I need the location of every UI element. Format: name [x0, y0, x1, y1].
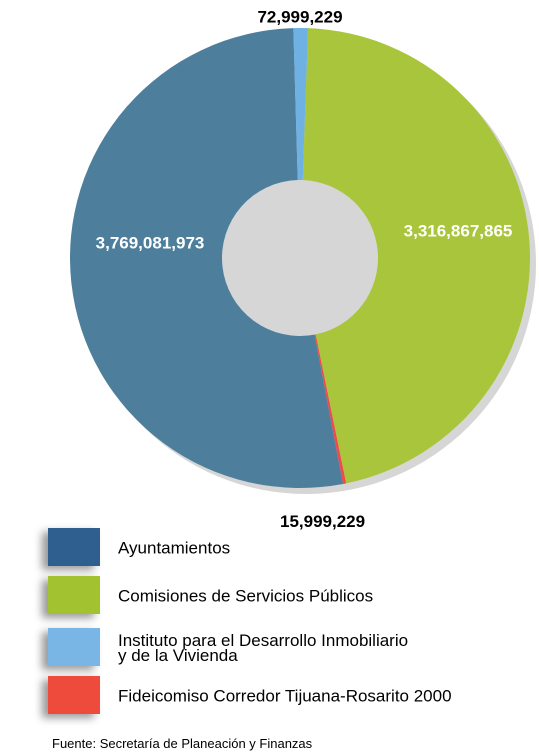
donut-slice [293, 27, 309, 181]
legend-item: Comisiones de Servicios Públicos [48, 576, 538, 616]
legend-label: Ayuntamientos [118, 538, 231, 558]
source-note: Fuente: Secretaría de Planeación y Finan… [52, 736, 313, 751]
legend-item: Instituto para el Desarrollo Inmobiliari… [48, 628, 538, 668]
legend-item: Ayuntamientos [48, 528, 538, 568]
data-label: 15,999,229 [280, 512, 366, 531]
legend-item: Fideicomiso Corredor Tijuana-Rosarito 20… [48, 676, 538, 716]
data-label: 72,999,229 [257, 7, 342, 26]
legend-swatch [48, 628, 100, 666]
data-label: 3,316,867,865 [404, 221, 513, 240]
chart: 3,769,081,973 3,316,867,865 72,999,229 [69, 7, 536, 494]
donut-slice [69, 28, 343, 489]
legend-label: Fideicomiso Corredor Tijuana-Rosarito 20… [118, 686, 452, 706]
data-label: 3,769,081,973 [96, 233, 205, 252]
legend-label: Comisiones de Servicios Públicos [118, 586, 374, 606]
legend-swatch [48, 576, 100, 614]
legend-swatch [48, 528, 100, 566]
legend-swatch [48, 676, 100, 714]
donut-slice [314, 334, 347, 484]
donut-slice [302, 28, 530, 484]
legend-label: Instituto para el Desarrollo Inmobiliari… [118, 631, 409, 665]
